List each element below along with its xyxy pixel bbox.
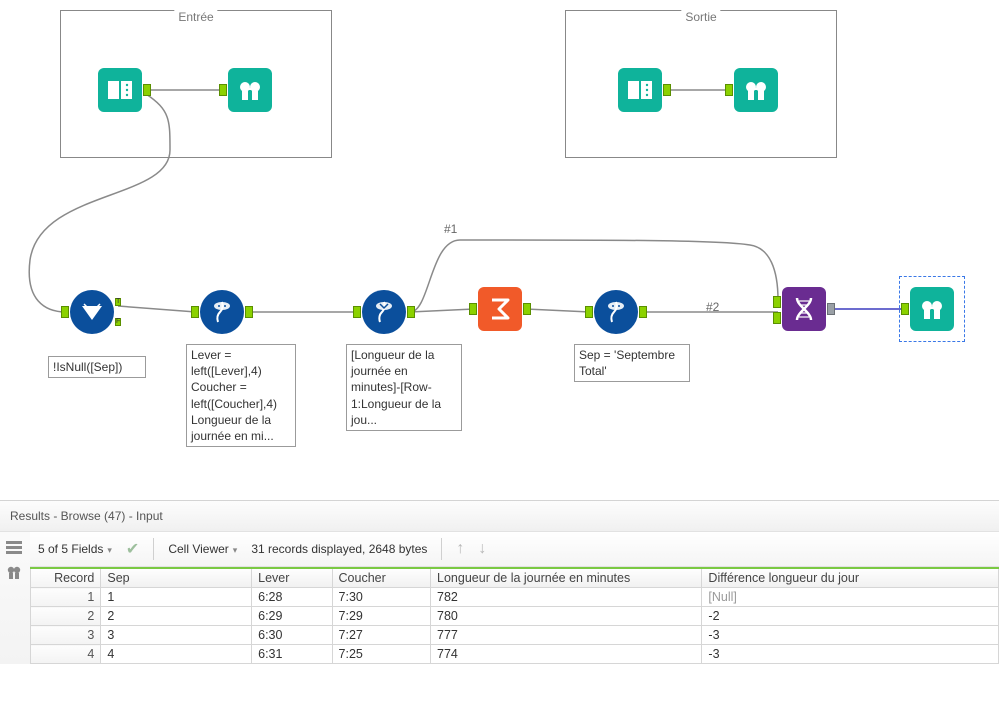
container-sortie-label: Sortie: [681, 10, 720, 24]
metadata-view-icon[interactable]: [4, 538, 24, 558]
cell-record[interactable]: 3: [31, 626, 101, 645]
apply-check-icon[interactable]: ✔: [126, 539, 139, 559]
column-header-longueur[interactable]: Longueur de la journée en minutes: [431, 568, 702, 588]
column-header-diff[interactable]: Différence longueur du jour: [702, 568, 999, 588]
cell-coucher[interactable]: 7:25: [332, 645, 431, 664]
cell-sep[interactable]: 1: [101, 588, 252, 607]
cell-coucher[interactable]: 7:29: [332, 607, 431, 626]
cell-diff[interactable]: -2: [702, 607, 999, 626]
table-row[interactable]: 446:317:25774-3: [31, 645, 999, 664]
tool-input-2[interactable]: [618, 68, 662, 112]
browse-view-icon[interactable]: [4, 562, 24, 582]
cell-lever[interactable]: 6:31: [252, 645, 332, 664]
table-row[interactable]: 336:307:27777-3: [31, 626, 999, 645]
tool-browse-3[interactable]: [910, 287, 954, 331]
results-panel: Results - Browse (47) - Input 5 of 5 Fie…: [0, 500, 999, 664]
cell-longueur[interactable]: 774: [431, 645, 702, 664]
nav-up-icon[interactable]: ↑: [456, 540, 464, 558]
annotation-filter[interactable]: !IsNull([Sep]): [48, 356, 146, 378]
nav-down-icon[interactable]: ↓: [478, 540, 486, 558]
annotation-multirow[interactable]: [Longueur de la journée en minutes]-[Row…: [346, 344, 462, 431]
cell-longueur[interactable]: 782: [431, 588, 702, 607]
cell-record[interactable]: 4: [31, 645, 101, 664]
cell-lever[interactable]: 6:28: [252, 588, 332, 607]
cell-diff[interactable]: -3: [702, 626, 999, 645]
cell-viewer-label: Cell Viewer: [168, 542, 228, 556]
cell-lever[interactable]: 6:29: [252, 607, 332, 626]
tool-summarize[interactable]: [478, 287, 522, 331]
cell-sep[interactable]: 3: [101, 626, 252, 645]
cell-record[interactable]: 2: [31, 607, 101, 626]
column-header-sep[interactable]: Sep: [101, 568, 252, 588]
annotation-formula-1[interactable]: Lever = left([Lever],4) Coucher = left([…: [186, 344, 296, 447]
cell-diff[interactable]: -3: [702, 645, 999, 664]
results-toolbar: 5 of 5 Fields▾ ✔ Cell Viewer▾ 31 records…: [30, 532, 999, 567]
cell-record[interactable]: 1: [31, 588, 101, 607]
annotation-formula-2[interactable]: Sep = 'Septembre Total': [574, 344, 690, 382]
tool-multirow-formula[interactable]: [362, 290, 406, 334]
cell-coucher[interactable]: 7:30: [332, 588, 431, 607]
container-entree-label: Entrée: [174, 10, 217, 24]
table-row[interactable]: 116:287:30782[Null]: [31, 588, 999, 607]
cell-lever[interactable]: 6:30: [252, 626, 332, 645]
fields-dropdown[interactable]: 5 of 5 Fields▾: [38, 542, 112, 556]
tool-union[interactable]: [782, 287, 826, 331]
connection-label-2: #2: [706, 300, 719, 314]
tool-browse-2[interactable]: [734, 68, 778, 112]
column-header-record[interactable]: Record: [31, 568, 101, 588]
tool-filter[interactable]: [70, 290, 114, 334]
column-header-lever[interactable]: Lever: [252, 568, 332, 588]
tool-input-1[interactable]: [98, 68, 142, 112]
tool-formula-2[interactable]: [594, 290, 638, 334]
tool-formula-1[interactable]: [200, 290, 244, 334]
cell-longueur[interactable]: 777: [431, 626, 702, 645]
cell-sep[interactable]: 2: [101, 607, 252, 626]
table-row[interactable]: 226:297:29780-2: [31, 607, 999, 626]
cell-coucher[interactable]: 7:27: [332, 626, 431, 645]
records-info: 31 records displayed, 2648 bytes: [251, 542, 427, 556]
cell-sep[interactable]: 4: [101, 645, 252, 664]
connection-label-1: #1: [444, 222, 457, 236]
results-title: Results - Browse (47) - Input: [0, 501, 999, 532]
tool-browse-1[interactable]: [228, 68, 272, 112]
cell-longueur[interactable]: 780: [431, 607, 702, 626]
cell-viewer-dropdown[interactable]: Cell Viewer▾: [168, 542, 237, 556]
fields-label: 5 of 5 Fields: [38, 542, 103, 556]
results-grid[interactable]: RecordSepLeverCoucherLongueur de la jour…: [30, 567, 999, 664]
cell-diff[interactable]: [Null]: [702, 588, 999, 607]
container-sortie[interactable]: Sortie: [565, 10, 837, 158]
column-header-coucher[interactable]: Coucher: [332, 568, 431, 588]
workflow-canvas[interactable]: Entrée Sortie T F: [0, 0, 999, 500]
